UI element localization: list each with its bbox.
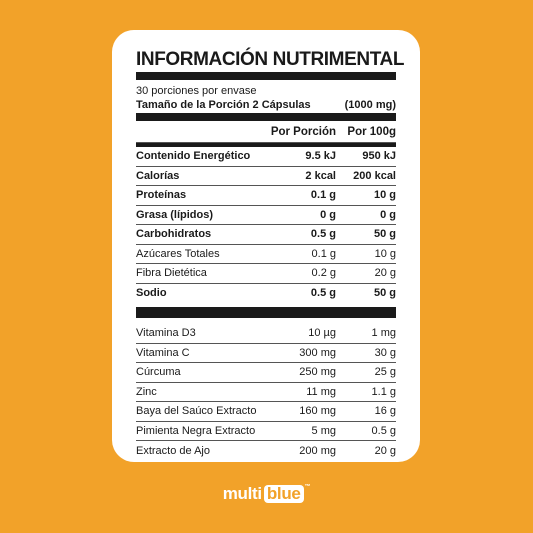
row-name: Grasa (lípidos) [136, 208, 214, 221]
row-name: Proteínas [136, 189, 187, 202]
column-header-per-serving: Por Porción [270, 125, 336, 138]
row-name: Calorías [136, 169, 180, 182]
row-per-serving: 9.5 kJ [305, 150, 336, 163]
row-name: Contenido Energético [136, 150, 251, 163]
row-per-serving: 0 g [320, 208, 336, 221]
nutrition-facts-card: INFORMACIÓN NUTRIMENTAL 30 porciones por… [112, 30, 420, 462]
table-row: Azúcares Totales 0.1 g 10 g [136, 245, 396, 264]
brand-logo-part2: blue [263, 485, 304, 503]
column-header-row: Por Porción Por 100g [136, 121, 396, 143]
table-row: Extracto de Ajo 200 mg 20 g [136, 441, 396, 461]
table-row: Sodio 0.5 g 50 g [136, 284, 396, 304]
divider-large [136, 307, 396, 318]
table-row: Baya del Saúco Extracto 160 mg 16 g [136, 402, 396, 422]
row-per-serving: 0.1 g [310, 189, 336, 202]
table-row: Vitamina D3 10 µg 1 mg [136, 324, 396, 344]
row-per-100g: 0 g [380, 208, 396, 221]
row-per-100g: 950 kJ [362, 150, 396, 163]
row-per-100g: 10 g [374, 247, 396, 260]
panel-title: INFORMACIÓN NUTRIMENTAL [136, 49, 405, 70]
divider-medium [136, 143, 396, 147]
row-per-serving: 250 mg [299, 366, 336, 379]
row-per-100g: 1.1 g [371, 385, 396, 398]
table-row: Proteínas 0.1 g 10 g [136, 186, 396, 206]
row-per-100g: 25 g [374, 366, 396, 379]
row-name: Azúcares Totales [136, 247, 220, 260]
table-row: Zinc 11 mg 1.1 g [136, 383, 396, 402]
brand-logo-part1: multi [222, 484, 262, 503]
row-name: Carbohidratos [136, 228, 212, 241]
row-per-100g: 20 g [374, 444, 396, 457]
servings-per-container: 30 porciones por envase [136, 85, 257, 97]
table-row: Contenido Energético 9.5 kJ 950 kJ [136, 147, 396, 167]
serving-size-value: (1000 mg) [344, 99, 396, 111]
row-per-100g: 50 g [373, 228, 396, 241]
row-per-serving: 2 kcal [305, 169, 336, 182]
divider-thick [136, 113, 396, 121]
row-per-serving: 0.2 g [311, 267, 336, 280]
row-per-100g: 50 g [373, 287, 396, 300]
nutrients-table: Contenido Energético 9.5 kJ 950 kJ Calorías… [136, 147, 396, 303]
row-per-serving: 0.5 g [310, 228, 336, 241]
table-row: Fibra Dietética 0.2 g 20 g [136, 264, 396, 284]
row-name: Vitamina D3 [136, 327, 196, 340]
row-per-100g: 30 g [374, 346, 396, 359]
row-name: Extracto de Ajo [136, 444, 210, 457]
nutrition-facts-panel: INFORMACIÓN NUTRIMENTAL 30 porciones por… [136, 48, 405, 461]
table-row: Cúrcuma 250 mg 25 g [136, 363, 396, 383]
row-name: Pimienta Negra Extracto [136, 424, 256, 437]
row-per-serving: 300 mg [299, 346, 336, 359]
table-row: Pimienta Negra Extracto 5 mg 0.5 g [136, 422, 396, 441]
row-per-100g: 200 kcal [353, 169, 396, 182]
row-name: Zinc [136, 385, 157, 398]
row-per-100g: 10 g [373, 189, 396, 202]
row-per-serving: 160 mg [299, 405, 336, 418]
table-row: Vitamina C 300 mg 30 g [136, 344, 396, 363]
row-per-serving: 11 mg [306, 385, 336, 398]
row-name: Vitamina C [136, 346, 190, 359]
row-per-serving: 5 mg [311, 424, 336, 437]
ingredients-table: Vitamina D3 10 µg 1 mg Vitamina C 300 mg 30 g… [136, 324, 396, 461]
serving-info: 30 porciones por envase Tamaño de la Por… [136, 80, 396, 113]
trademark-mark: ™ [304, 484, 311, 490]
row-per-100g: 16 g [374, 405, 396, 418]
row-per-serving: 0.5 g [310, 287, 336, 300]
column-header-per-100g: Por 100g [347, 125, 396, 138]
serving-size: Tamaño de la Porción 2 Cápsulas (1000 mg… [136, 98, 396, 112]
brand-logo: multi blue ™ [0, 484, 533, 504]
table-row: Carbohidratos 0.5 g 50 g [136, 225, 396, 245]
row-name: Baya del Saúco Extracto [136, 405, 257, 418]
table-row: Grasa (lípidos) 0 g 0 g [136, 206, 396, 225]
serving-size-label: Tamaño de la Porción 2 Cápsulas [136, 99, 311, 111]
row-per-serving: 200 mg [299, 444, 336, 457]
table-row: Calorías 2 kcal 200 kcal [136, 167, 396, 186]
row-per-100g: 0.5 g [371, 424, 396, 437]
row-per-serving: 10 µg [308, 327, 336, 340]
divider-thick [136, 72, 396, 80]
row-name: Cúrcuma [136, 366, 181, 379]
row-per-100g: 1 mg [371, 327, 396, 340]
row-per-100g: 20 g [374, 267, 396, 280]
row-name: Fibra Dietética [136, 267, 207, 280]
row-per-serving: 0.1 g [311, 247, 336, 260]
row-name: Sodio [136, 287, 167, 300]
